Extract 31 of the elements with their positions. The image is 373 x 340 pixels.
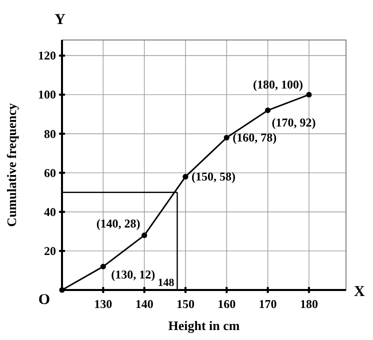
x-tick-label: 160	[218, 297, 236, 311]
x-tick-label: 170	[258, 297, 277, 311]
x-tick-label: 180	[300, 297, 318, 311]
annotation: (130, 12)	[111, 268, 156, 282]
y-tick-label: 60	[44, 166, 56, 180]
annotation: (170, 92)	[272, 115, 316, 130]
text: O	[38, 292, 50, 308]
point	[59, 287, 65, 293]
x-tick-label: 150	[176, 297, 194, 311]
y-tick-label: 80	[44, 126, 56, 141]
y-tick-label: 20	[44, 244, 56, 258]
point	[142, 232, 148, 238]
y-tick-label: 100	[38, 88, 56, 102]
text: X	[354, 284, 365, 300]
annotation: (150, 58)	[191, 170, 236, 184]
point	[182, 174, 188, 180]
x-axis-title: Height in cm	[168, 318, 240, 333]
point	[224, 134, 230, 140]
y-tick-label: 40	[44, 204, 56, 219]
y-axis-title: Cumulative frequency	[4, 102, 19, 227]
x-tick-label: 140	[135, 297, 154, 311]
annotation: (180, 100)	[252, 78, 303, 92]
point	[306, 92, 312, 98]
point	[264, 108, 271, 114]
text: Y	[54, 12, 66, 28]
point	[100, 264, 106, 270]
annotation: (140, 28)	[96, 216, 140, 230]
annotation: (160, 78)	[232, 130, 277, 145]
ref-line-label: 148	[158, 277, 175, 289]
x-tick-label: 130	[94, 297, 112, 311]
y-tick-label: 120	[38, 48, 56, 63]
